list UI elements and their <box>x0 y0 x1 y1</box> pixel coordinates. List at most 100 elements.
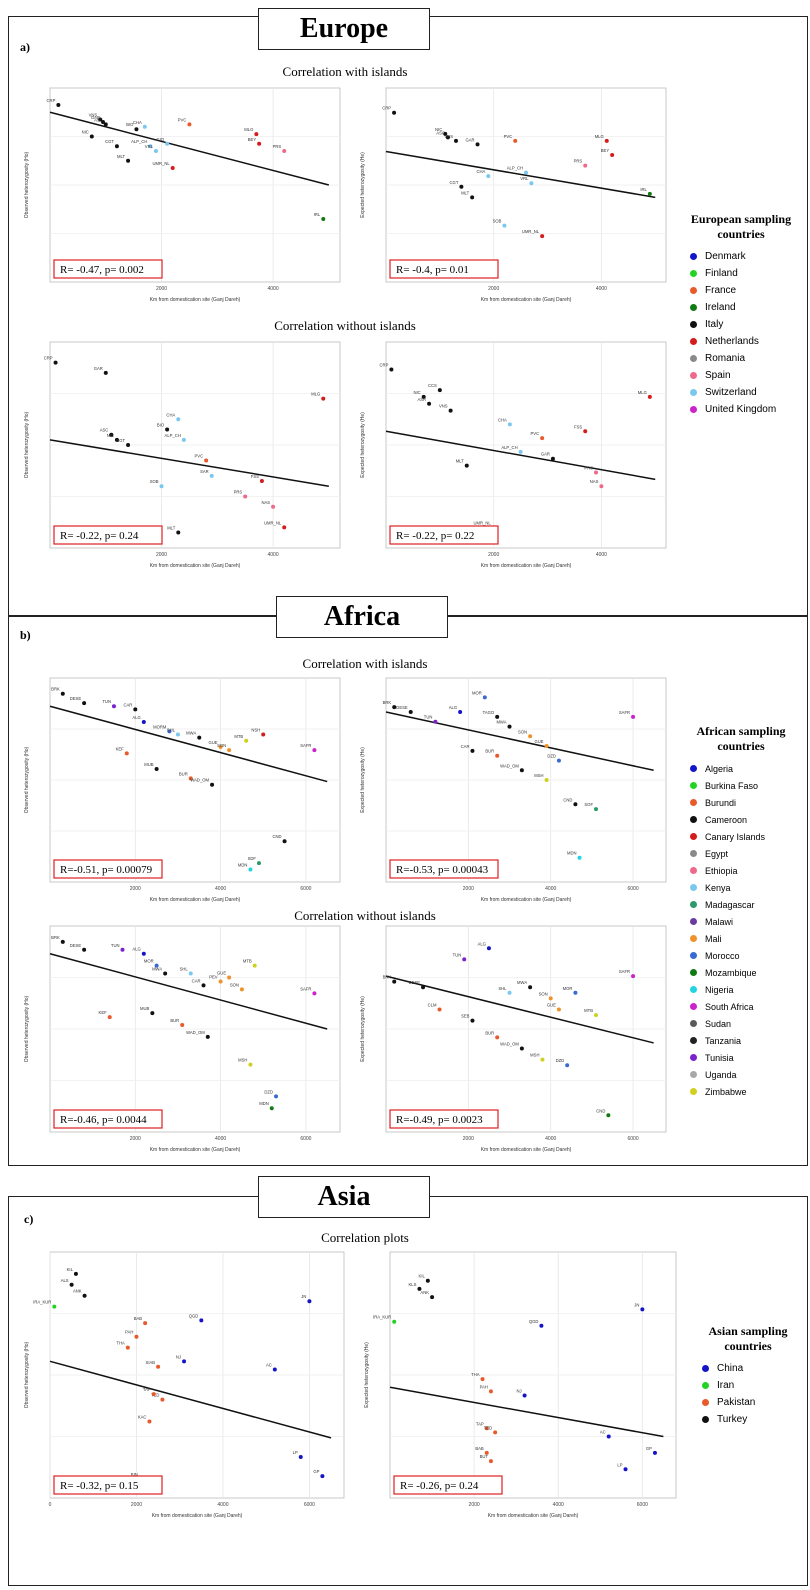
stat-text: R= -0.26, p= 0.24 <box>400 1480 479 1492</box>
legend-label: Burkina Faso <box>705 780 759 791</box>
point-label: CGT <box>105 139 114 144</box>
data-point <box>82 947 87 952</box>
data-point <box>519 768 524 773</box>
data-point <box>522 1393 527 1398</box>
data-point <box>392 110 397 115</box>
legend-label: Switzerland <box>705 387 757 398</box>
point-label: MWA <box>186 731 196 736</box>
data-point <box>239 987 244 992</box>
point-label: MTB <box>234 734 243 739</box>
data-point <box>640 1307 645 1312</box>
x-tick-label: 4000 <box>217 1502 228 1508</box>
point-label: KLS <box>409 1282 417 1287</box>
point-label: SDF <box>248 856 257 861</box>
point-label: BRK <box>383 975 392 980</box>
data-point <box>150 1011 155 1016</box>
legend-swatch <box>690 1071 697 1078</box>
data-point <box>606 1113 611 1118</box>
data-point <box>421 394 426 399</box>
data-point <box>475 142 480 147</box>
legend-item: Burundi <box>678 794 804 811</box>
point-label: ALP_CH <box>507 166 523 171</box>
regression-line <box>49 111 330 186</box>
data-point <box>89 134 94 139</box>
legend-item: Malawi <box>678 913 804 930</box>
point-label: KIL <box>419 1274 426 1279</box>
data-point <box>647 394 652 399</box>
data-point <box>209 473 214 478</box>
data-point <box>181 437 186 442</box>
legend-africa: African sampling countries Algeria Burkin… <box>678 724 804 1100</box>
point-label: BUT <box>480 1454 489 1459</box>
legend-label: Uganda <box>705 1069 737 1080</box>
x-tick-label: 4000 <box>553 1502 564 1508</box>
data-point <box>321 396 326 401</box>
x-tick-label: 4000 <box>596 552 607 558</box>
stat-box <box>53 859 163 879</box>
data-point <box>52 1304 57 1309</box>
data-point <box>143 1321 148 1326</box>
data-point <box>507 990 512 995</box>
data-point <box>201 983 206 988</box>
point-label: IRA_KUR <box>33 1300 51 1305</box>
x-tick-label: 4000 <box>215 886 226 892</box>
point-label: GUE <box>209 740 218 745</box>
point-label: VRL <box>520 176 529 181</box>
point-label: GUE <box>535 739 544 744</box>
stat-text: R=-0.46, p= 0.0044 <box>60 1114 147 1126</box>
point-label: SON <box>217 743 226 748</box>
point-label: TED <box>484 1425 492 1430</box>
data-point <box>167 729 172 734</box>
data-point <box>134 127 139 132</box>
data-point <box>528 985 533 990</box>
regression-line <box>385 711 654 772</box>
data-point <box>495 1035 500 1040</box>
data-point <box>540 234 545 239</box>
point-label: BAB <box>134 1316 143 1321</box>
legend-item: Madagascar <box>678 896 804 913</box>
data-point <box>445 135 450 140</box>
legend-asia: Asian sampling countries China Iran Pakist… <box>690 1324 806 1428</box>
data-point <box>518 449 523 454</box>
data-point <box>524 170 528 175</box>
data-point <box>470 1018 475 1023</box>
point-label: AC <box>266 1363 272 1368</box>
point-label: SHL <box>498 986 507 991</box>
legend-swatch <box>690 918 697 925</box>
point-label: MDN <box>567 851 577 856</box>
point-label: BUR <box>485 749 494 754</box>
point-label: GIO <box>156 137 164 142</box>
data-point <box>458 710 463 714</box>
data-point <box>631 974 636 979</box>
stat-box <box>389 1109 499 1129</box>
point-label: CHA <box>476 169 485 174</box>
stat-box <box>389 525 499 545</box>
data-point <box>321 216 326 221</box>
legend-swatch <box>690 304 697 311</box>
data-point <box>493 1430 498 1435</box>
data-point <box>124 751 129 756</box>
legend-item: Tanzania <box>678 1032 804 1049</box>
data-point <box>550 456 555 461</box>
point-label: PVC <box>178 117 187 122</box>
subhead-europe-without: Correlation without islands <box>274 318 416 333</box>
data-point <box>544 778 549 782</box>
legend-label: United Kingdom <box>705 404 777 415</box>
data-point <box>392 705 397 710</box>
data-point <box>470 195 475 200</box>
data-point <box>148 144 153 149</box>
point-label: GUE <box>547 1003 556 1008</box>
legend-swatch <box>690 253 697 260</box>
legend-swatch <box>702 1399 709 1406</box>
point-label: CND <box>596 1108 605 1113</box>
y-axis-label: Expected heterozygosity (He) <box>360 152 366 218</box>
point-label: MDN <box>238 862 248 867</box>
data-point <box>577 855 582 860</box>
data-point <box>256 861 261 866</box>
legend-items-africa: Algeria Burkina Faso Burundi Cameroon Canary… <box>678 760 804 1100</box>
data-point <box>180 1023 185 1028</box>
data-point <box>120 947 125 952</box>
point-label: BRK <box>51 935 60 940</box>
